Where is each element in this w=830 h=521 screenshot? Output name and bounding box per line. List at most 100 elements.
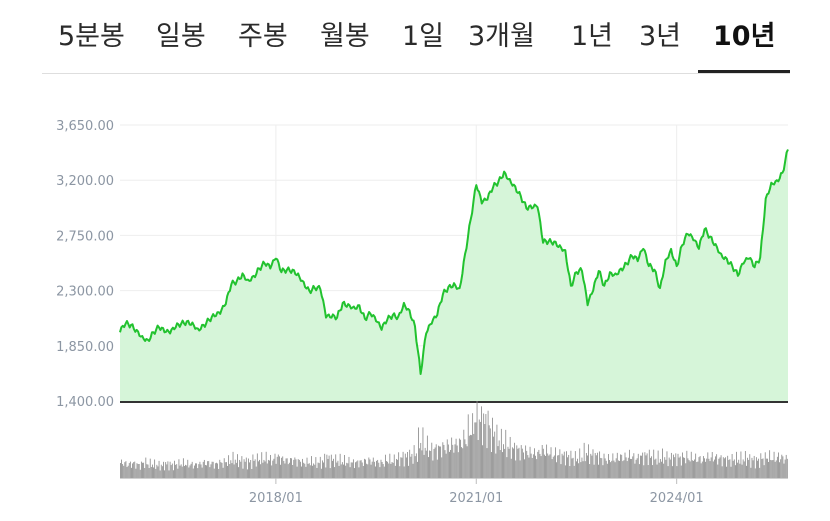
volume-bar [164,470,165,478]
volume-bar [401,457,403,478]
volume-bar [206,465,207,478]
volume-bar [698,457,700,478]
volume-bar [391,462,393,478]
volume-bar [209,467,211,478]
volume-bar [653,449,655,478]
volume-bar [292,464,294,478]
volume-bar [485,414,487,478]
volume-bar [729,459,731,478]
volume-bar [656,464,658,478]
volume-bar [260,464,262,478]
volume-bar [764,452,766,478]
volume-bar [211,461,213,478]
volume-bar [125,461,127,478]
volume-bar [758,458,760,478]
volume-bar [170,465,172,478]
volume-bar [217,463,218,478]
volume-bar [132,463,133,478]
y-tick-label: 3,200.00 [56,174,114,189]
volume-bar [693,460,694,478]
volume-bar [431,442,433,478]
volume-bar [513,448,514,478]
volume-bar [364,458,365,478]
tab-1day[interactable]: 1일 [402,21,445,52]
volume-bar [263,459,265,478]
volume-bar [654,459,656,478]
volume-bar [510,458,512,478]
volume-bar [596,452,598,478]
volume-bar [270,454,271,478]
volume-bar [158,460,160,478]
volume-bar [776,456,778,478]
volume-bar [535,455,536,478]
volume-bar [393,454,395,478]
volume-bar [527,455,529,478]
volume-bar [665,459,667,478]
volume-bar [305,466,307,478]
tab-weekly[interactable]: 주봉 [238,21,288,52]
volume-bar [687,458,689,478]
volume-bar [142,462,143,478]
volume-bar [498,440,500,478]
volume-bar [368,457,370,478]
volume-bar [455,438,457,478]
volume-bar [669,459,671,478]
volume-bar [721,466,723,478]
volume-bar [404,453,406,478]
volume-bar [760,453,762,478]
volume-bar [594,453,596,478]
volume-bar [479,421,481,478]
tab-3months[interactable]: 3개월 [468,21,535,52]
volume-bar [732,460,734,478]
volume-bar [221,462,223,478]
volume-bar [609,460,610,478]
volume-bar [282,456,284,478]
volume-bar [679,456,681,478]
volume-bar [741,464,743,478]
volume-bar [731,453,733,478]
volume-bar [349,467,351,478]
volume-bar [617,460,619,478]
volume-bar [340,464,342,478]
volume-bar [143,462,145,478]
tab-1year[interactable]: 1년 [571,21,614,52]
tab-monthly[interactable]: 월봉 [320,21,370,52]
volume-bar [685,463,687,478]
volume-bar [503,444,504,478]
tab-5min[interactable]: 5분봉 [58,21,125,52]
volume-bar [664,457,666,478]
tab-10years[interactable]: 10년 [713,21,776,52]
volume-bar [264,461,266,478]
volume-bar [156,464,158,478]
volume-bar [434,447,436,478]
volume-bar [145,457,147,478]
volume-bar [494,431,496,478]
volume-bar [133,462,135,478]
tab-3years[interactable]: 3년 [639,21,682,52]
volume-bar [382,464,384,478]
volume-bar [525,445,527,478]
volume-bar [655,458,657,478]
volume-bar [347,463,349,478]
volume-bar [737,462,739,478]
volume-bar [768,461,769,478]
volume-bar [623,460,625,478]
volume-bar [251,468,253,478]
volume-bar [308,463,310,478]
volume-bar [316,467,318,478]
y-tick-label: 2,300.00 [56,285,114,300]
volume-bar [572,457,574,478]
volume-bar [313,463,315,478]
volume-bar [672,466,673,478]
volume-bar [266,463,268,478]
volume-bar [279,456,280,478]
volume-bar [762,458,764,478]
volume-bar [532,454,534,478]
volume-bar [601,458,603,478]
volume-bar [716,454,718,478]
volume-bar [755,457,757,478]
volume-bar [330,454,332,478]
volume-bar [135,468,137,478]
tab-daily[interactable]: 일봉 [156,21,206,52]
volume-bar [770,459,772,478]
